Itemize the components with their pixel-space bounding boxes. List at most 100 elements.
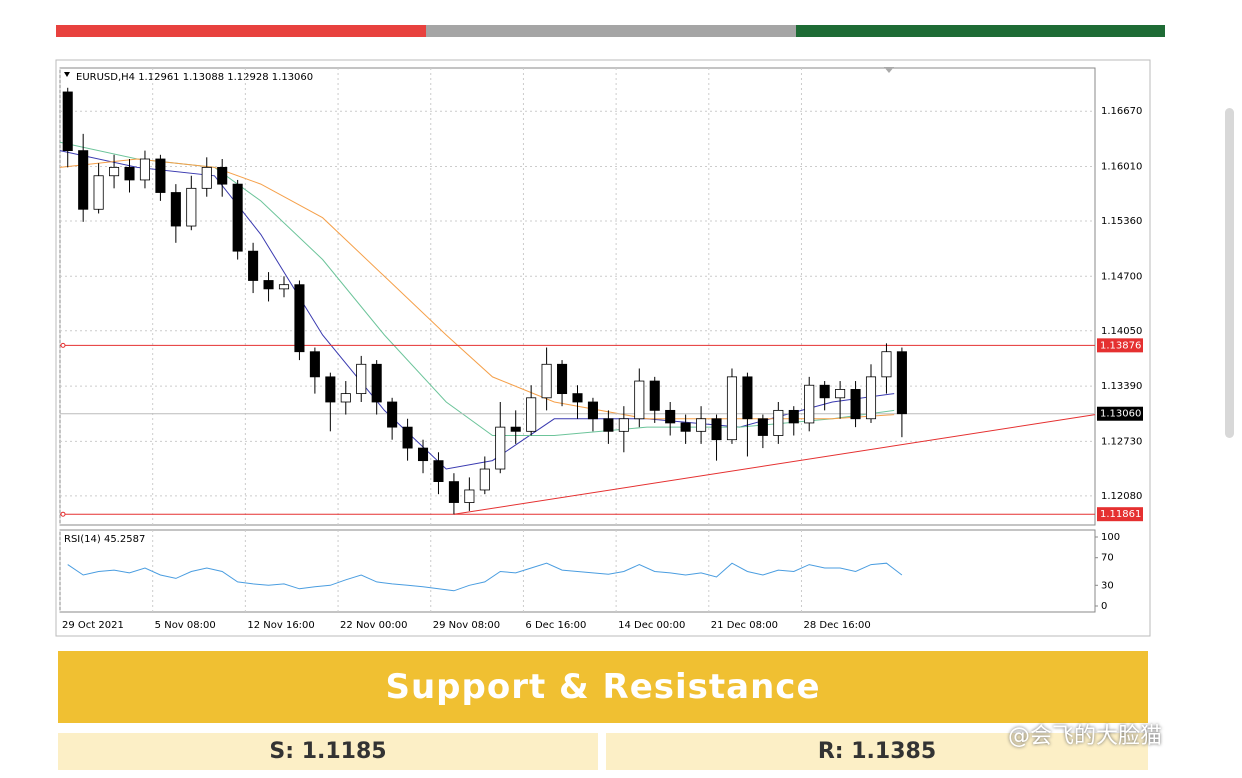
candle-body <box>757 418 768 436</box>
y-tick-label: 1.13390 <box>1101 381 1142 392</box>
candle-body <box>835 389 846 399</box>
x-tick-label: 21 Dec 08:00 <box>711 620 778 631</box>
candle-body <box>309 351 320 378</box>
candle-body <box>263 280 274 290</box>
x-tick-label: 5 Nov 08:00 <box>155 620 216 631</box>
candle-body <box>819 384 830 399</box>
banner-title: Support & Resistance <box>58 651 1148 723</box>
bar-red <box>56 25 426 37</box>
x-tick-label: 22 Nov 00:00 <box>340 620 407 631</box>
x-tick-label: 12 Nov 16:00 <box>247 620 314 631</box>
y-tick-label: 1.14050 <box>1101 326 1142 337</box>
bar-green <box>796 25 1165 37</box>
trendline <box>453 414 1096 515</box>
candle-body <box>634 380 645 420</box>
price-label-box <box>1097 406 1143 421</box>
candle-body <box>201 166 212 189</box>
rsi-label: RSI(14) 45.2587 <box>64 534 145 545</box>
candle-body <box>557 363 568 395</box>
candle-body <box>186 187 197 227</box>
candle-body <box>232 183 243 252</box>
chart-frame <box>55 59 1151 637</box>
scrollbar[interactable] <box>1225 108 1234 438</box>
candle-body <box>417 447 429 462</box>
candle-body <box>572 393 583 403</box>
candle-body <box>696 418 707 432</box>
x-tick-label: 28 Dec 16:00 <box>803 620 870 631</box>
y-tick-label: 1.15360 <box>1101 216 1142 227</box>
moving-average <box>59 158 895 420</box>
candle-body <box>479 468 490 491</box>
candle-body <box>788 409 799 424</box>
rsi-line <box>67 562 903 592</box>
bar-gray <box>426 25 796 37</box>
candle-body <box>541 363 552 399</box>
x-tick-label: 29 Nov 08:00 <box>433 620 500 631</box>
candle-body <box>124 166 135 181</box>
chart-title: EURUSD,H4 1.12961 1.13088 1.12928 1.1306… <box>76 72 313 83</box>
candle-body <box>726 376 738 441</box>
candle-body <box>139 158 150 181</box>
rsi-tick-label: 0 <box>1101 601 1107 612</box>
resistance: R: 1.1385 <box>606 733 1148 770</box>
y-tick-label: 1.14700 <box>1101 271 1142 282</box>
candle-body <box>155 158 166 193</box>
price-pane <box>59 67 1096 526</box>
candle-body <box>387 401 398 428</box>
watermark: @会飞的大脸猫 <box>1008 724 1163 749</box>
rsi-tick-label: 70 <box>1101 553 1114 564</box>
candle-body <box>109 166 120 177</box>
candle-body <box>804 384 815 424</box>
candle-body <box>526 397 537 432</box>
candle-body <box>278 284 290 290</box>
candle-body <box>618 418 629 432</box>
candle-body <box>850 389 861 420</box>
candle-body <box>433 460 444 482</box>
level-anchor <box>60 511 66 517</box>
y-tick-label: 1.16670 <box>1101 106 1142 117</box>
rsi-tick-label: 30 <box>1101 580 1114 591</box>
candle-body <box>865 376 877 420</box>
candle-body <box>773 409 784 436</box>
candle-body <box>78 150 89 210</box>
shift-marker <box>884 67 894 73</box>
candle-body <box>93 175 104 210</box>
y-tick-label: 1.12080 <box>1101 491 1142 502</box>
candle-body <box>495 426 506 470</box>
candle-body <box>680 422 691 432</box>
candle-body <box>170 192 181 227</box>
candle-body <box>62 91 73 152</box>
y-tick-label: 1.12730 <box>1101 436 1142 447</box>
candle-body <box>325 376 336 403</box>
candle-body <box>402 426 413 449</box>
candle-body <box>217 166 228 185</box>
x-tick-label: 29 Oct 2021 <box>62 620 124 631</box>
candle-body <box>881 351 892 378</box>
candle-body <box>510 426 521 432</box>
candle-body <box>711 418 722 441</box>
candle-body <box>464 489 475 503</box>
x-tick-label: 14 Dec 00:00 <box>618 620 685 631</box>
collapse-icon <box>64 72 70 77</box>
candle-body <box>665 409 676 424</box>
candle-body <box>371 363 382 403</box>
candle-body <box>356 363 367 395</box>
candle-body <box>649 380 660 411</box>
candle-body <box>294 284 305 353</box>
level-label-box <box>1097 507 1143 522</box>
candle-body <box>587 401 598 420</box>
x-tick-label: 6 Dec 16:00 <box>525 620 586 631</box>
y-tick-label: 1.16010 <box>1101 162 1142 173</box>
level-label: 1.13876 <box>1100 340 1141 351</box>
price-label: 1.13060 <box>1100 409 1141 420</box>
rsi-tick-label: 100 <box>1101 532 1120 543</box>
candle-body <box>340 393 351 403</box>
level-anchor <box>60 342 66 348</box>
support: S: 1.1185 <box>58 733 598 770</box>
candle-body <box>742 376 753 420</box>
candle-body <box>603 418 614 432</box>
level-label: 1.11861 <box>1100 509 1141 520</box>
candle-body <box>896 351 907 415</box>
level-label-box <box>1097 338 1143 353</box>
